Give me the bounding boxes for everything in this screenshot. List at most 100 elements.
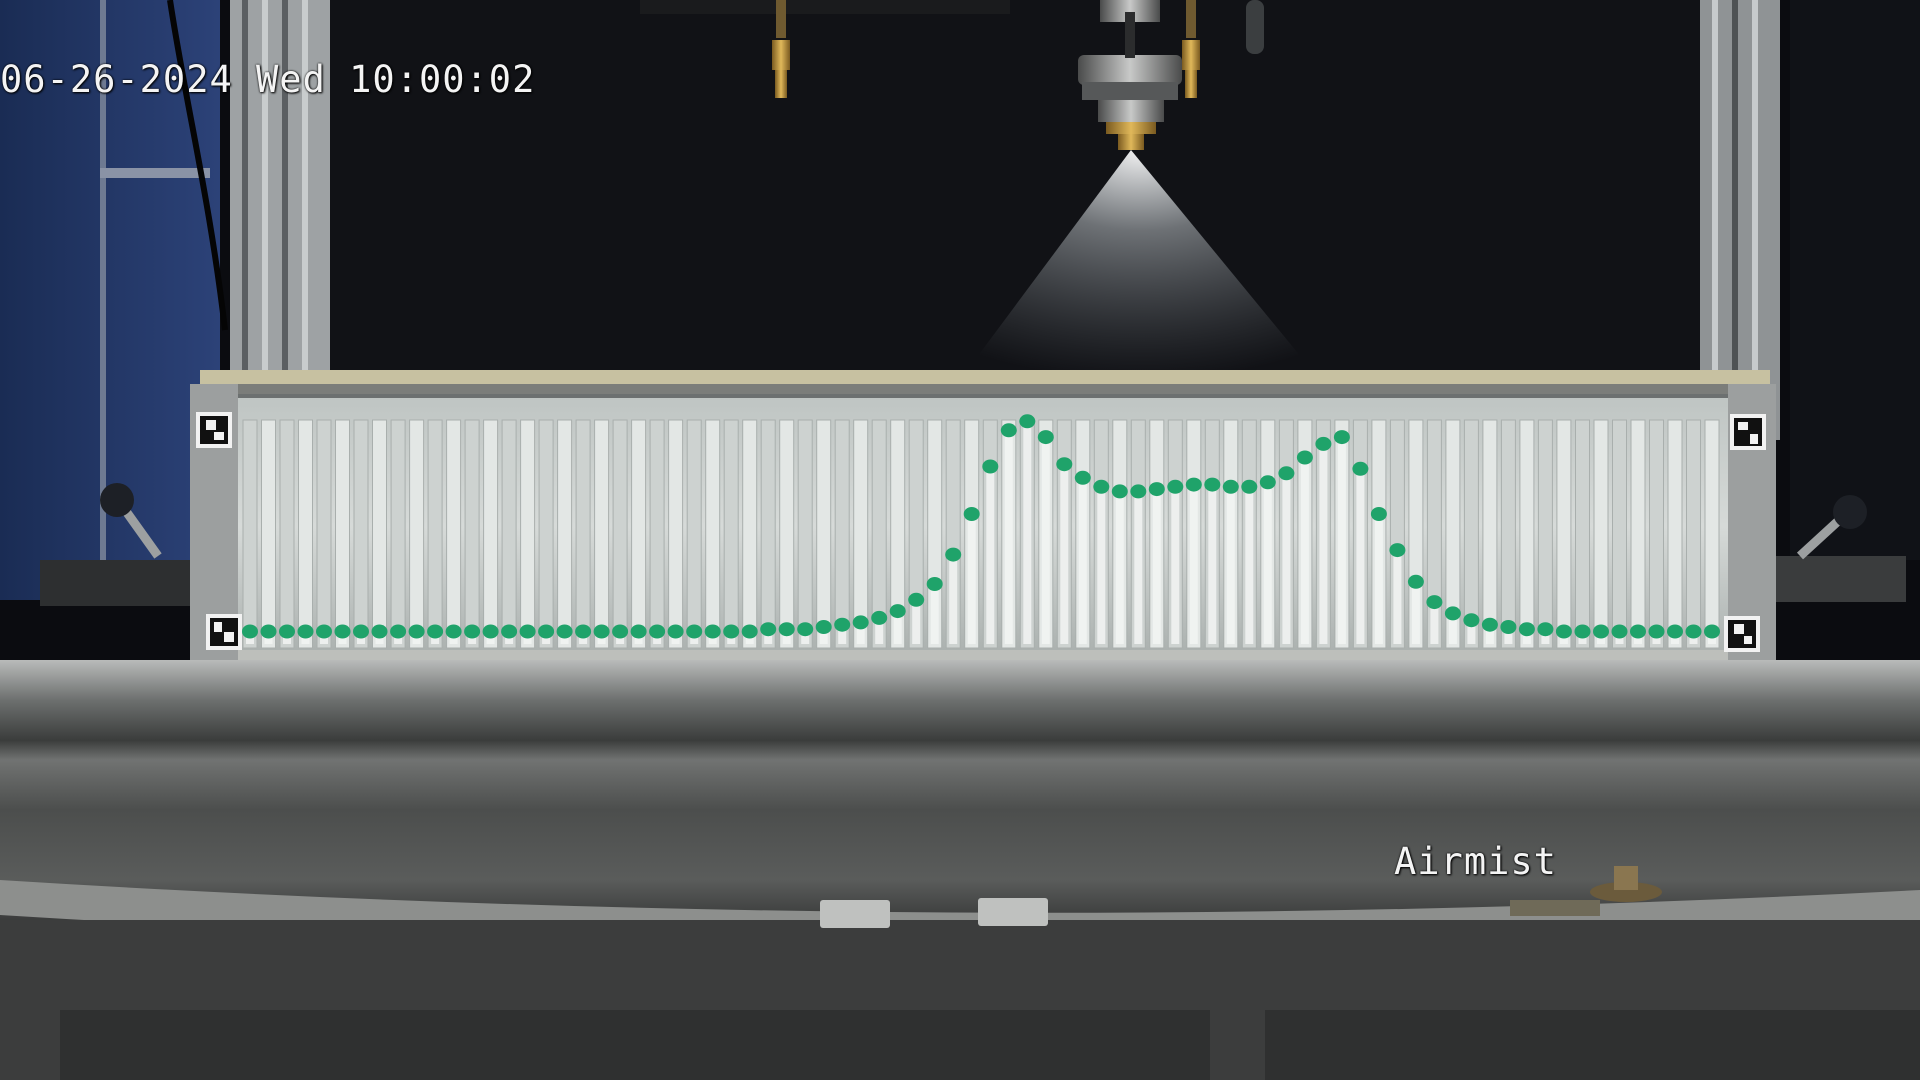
green-bead xyxy=(612,624,629,639)
green-bead xyxy=(538,624,555,639)
tube xyxy=(464,419,480,649)
tube xyxy=(279,419,295,649)
rack-top-rail-shadow xyxy=(200,384,1770,394)
tube xyxy=(890,419,906,649)
tube-fill xyxy=(1041,437,1050,644)
tube xyxy=(1426,419,1442,649)
tube-fill xyxy=(949,554,958,644)
brass-fitting-right xyxy=(1182,0,1200,98)
tube-fill xyxy=(856,622,865,644)
green-bead xyxy=(519,624,536,639)
clamp-blocks xyxy=(820,898,1600,928)
tube-fill xyxy=(1060,464,1069,644)
green-bead xyxy=(741,624,758,639)
green-bead xyxy=(871,610,888,625)
green-bead xyxy=(464,624,481,639)
green-bead xyxy=(889,604,906,619)
green-bead xyxy=(334,624,351,639)
green-bead xyxy=(926,577,943,591)
green-bead xyxy=(1555,624,1572,639)
green-bead xyxy=(297,624,314,639)
green-bead xyxy=(1685,624,1702,639)
tube xyxy=(409,419,425,649)
right-wall xyxy=(1790,0,1920,560)
green-bead xyxy=(556,624,573,639)
tube xyxy=(834,419,850,649)
tube-fill xyxy=(1541,629,1550,644)
tube xyxy=(353,419,369,649)
green-bead xyxy=(1407,574,1424,589)
bead-markers xyxy=(242,414,1720,644)
green-bead xyxy=(834,617,851,632)
green-bead xyxy=(1630,624,1646,639)
cabinet-door-right xyxy=(1265,1010,1920,1080)
spray-mist xyxy=(960,150,1320,380)
green-bead xyxy=(1278,466,1295,481)
tube xyxy=(1649,419,1664,649)
tube xyxy=(612,419,628,649)
tube xyxy=(908,419,924,649)
tube xyxy=(372,419,387,649)
brass-fitting-left xyxy=(772,0,790,98)
left-cable xyxy=(167,0,228,331)
fiducial-marker-icon xyxy=(1730,414,1766,450)
green-bead xyxy=(1148,482,1165,497)
tube xyxy=(1537,419,1553,649)
green-bead xyxy=(1315,436,1332,451)
green-bead xyxy=(1704,624,1720,639)
green-bead xyxy=(686,624,703,639)
tube xyxy=(1445,419,1461,649)
tube-fill xyxy=(1208,484,1217,644)
tube-fill xyxy=(801,629,810,644)
green-bead xyxy=(1500,620,1517,634)
green-bead xyxy=(852,615,869,630)
green-bead xyxy=(1333,430,1350,445)
tube xyxy=(871,419,887,649)
green-bead xyxy=(353,624,369,639)
tube xyxy=(760,419,776,649)
green-bead xyxy=(704,624,721,639)
tube-fill xyxy=(1448,613,1457,644)
green-bead xyxy=(482,624,499,639)
green-bead xyxy=(427,624,444,639)
brass-bolt xyxy=(1590,866,1662,902)
tube xyxy=(1612,419,1627,649)
green-bead xyxy=(797,622,814,637)
tube xyxy=(390,419,406,649)
tube-fill xyxy=(1004,430,1013,644)
green-bead xyxy=(1111,484,1128,499)
tube xyxy=(1630,419,1646,649)
hose-right xyxy=(1246,0,1264,54)
green-bead xyxy=(1000,423,1017,438)
tube-fill xyxy=(1467,620,1476,644)
tube-fill xyxy=(764,629,773,644)
tube-fill xyxy=(1300,457,1309,644)
tube xyxy=(668,419,684,649)
green-bead xyxy=(1463,613,1480,628)
tube-rack xyxy=(190,370,1776,664)
tube xyxy=(1686,419,1701,649)
fiducial-marker-icon xyxy=(206,614,242,650)
green-bead xyxy=(260,624,277,639)
tube xyxy=(649,419,665,649)
lever-knob-icon xyxy=(40,483,190,606)
green-bead xyxy=(1481,617,1498,632)
tube xyxy=(797,419,813,649)
tube-fill xyxy=(782,629,791,644)
cabinet-door-left xyxy=(60,1010,1210,1080)
green-bead xyxy=(778,622,795,637)
tube xyxy=(1593,419,1609,649)
rack-top-rail xyxy=(200,370,1770,384)
green-bead xyxy=(908,592,925,607)
tube-fill xyxy=(1171,486,1180,644)
tube xyxy=(853,419,869,649)
tube-fill xyxy=(986,466,995,644)
green-bead xyxy=(1037,430,1054,445)
tube-fill xyxy=(1393,550,1402,644)
tube xyxy=(779,419,795,649)
tube xyxy=(316,419,332,649)
tube xyxy=(557,419,573,649)
tube-fill xyxy=(930,584,939,644)
green-bead xyxy=(1130,484,1147,499)
